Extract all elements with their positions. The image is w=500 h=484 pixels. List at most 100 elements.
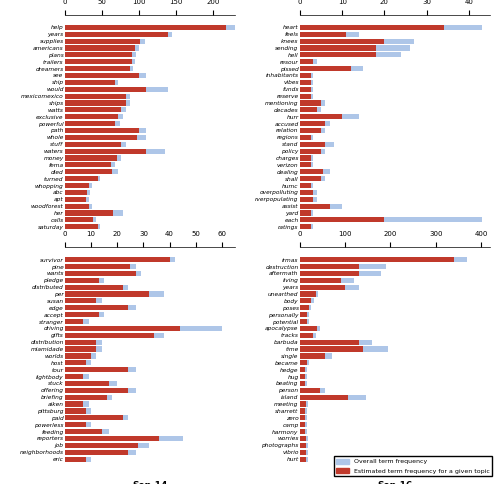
Bar bbox=[65, 183, 88, 188]
Bar bbox=[300, 176, 321, 181]
Bar bbox=[300, 100, 321, 106]
Bar bbox=[65, 176, 100, 181]
Bar bbox=[65, 128, 139, 133]
Bar bbox=[65, 436, 159, 441]
Bar bbox=[300, 135, 310, 140]
Bar bbox=[300, 217, 384, 223]
Bar bbox=[65, 285, 128, 290]
Bar bbox=[65, 291, 148, 297]
Bar bbox=[300, 257, 468, 262]
Bar bbox=[65, 190, 87, 195]
Bar bbox=[65, 93, 130, 99]
Bar bbox=[65, 374, 88, 379]
Bar bbox=[65, 217, 96, 223]
Bar bbox=[65, 87, 168, 92]
Bar bbox=[65, 183, 92, 188]
Bar bbox=[65, 93, 126, 99]
Bar bbox=[300, 298, 314, 303]
Bar bbox=[65, 59, 135, 64]
Bar bbox=[65, 162, 116, 167]
Bar bbox=[65, 347, 96, 352]
Bar bbox=[300, 52, 376, 58]
Bar bbox=[65, 80, 118, 85]
Bar bbox=[65, 340, 102, 345]
Bar bbox=[65, 278, 99, 283]
Bar bbox=[300, 59, 317, 64]
Text: Sep-14: Sep-14 bbox=[132, 481, 168, 484]
Bar bbox=[300, 176, 326, 181]
Bar bbox=[65, 197, 86, 202]
Bar bbox=[300, 394, 348, 400]
Bar bbox=[65, 73, 146, 78]
Bar bbox=[300, 374, 306, 379]
Bar bbox=[300, 93, 312, 99]
Bar bbox=[300, 149, 321, 154]
Bar bbox=[65, 443, 138, 448]
Bar bbox=[65, 197, 88, 202]
Bar bbox=[65, 142, 126, 147]
Bar bbox=[300, 402, 308, 407]
Bar bbox=[65, 394, 112, 400]
Bar bbox=[300, 388, 325, 393]
Bar bbox=[65, 360, 91, 365]
Bar bbox=[300, 333, 316, 338]
Bar bbox=[300, 271, 382, 276]
Bar bbox=[300, 87, 312, 92]
Bar bbox=[300, 211, 310, 215]
Bar bbox=[65, 305, 136, 310]
Bar bbox=[300, 264, 386, 269]
Bar bbox=[65, 100, 130, 106]
Bar bbox=[65, 340, 96, 345]
Bar bbox=[300, 224, 312, 229]
Bar bbox=[65, 121, 116, 126]
Bar bbox=[300, 394, 366, 400]
Bar bbox=[300, 59, 312, 64]
Bar bbox=[65, 312, 104, 317]
Bar bbox=[300, 408, 306, 413]
Bar bbox=[300, 100, 326, 106]
Bar bbox=[65, 142, 121, 147]
Bar bbox=[65, 114, 122, 120]
Text: Sep-16: Sep-16 bbox=[378, 481, 412, 484]
Bar bbox=[300, 278, 354, 283]
Bar bbox=[300, 374, 307, 379]
Bar bbox=[65, 271, 141, 276]
Bar bbox=[300, 340, 359, 345]
Bar bbox=[65, 155, 121, 161]
Bar bbox=[300, 128, 321, 133]
Bar bbox=[65, 319, 84, 324]
Bar bbox=[300, 305, 312, 310]
Bar bbox=[300, 45, 376, 50]
Bar bbox=[300, 204, 342, 209]
Bar bbox=[65, 291, 164, 297]
Bar bbox=[300, 388, 320, 393]
Bar bbox=[65, 326, 222, 331]
Bar bbox=[65, 52, 136, 58]
Bar bbox=[300, 155, 310, 161]
Bar bbox=[300, 443, 306, 448]
Bar bbox=[300, 285, 345, 290]
Bar bbox=[300, 450, 306, 455]
Bar bbox=[300, 291, 316, 297]
Bar bbox=[65, 107, 121, 112]
Bar bbox=[300, 347, 388, 352]
Bar bbox=[300, 155, 312, 161]
Bar bbox=[300, 408, 307, 413]
Bar bbox=[300, 436, 306, 441]
Bar bbox=[300, 360, 307, 365]
Bar bbox=[65, 204, 88, 209]
Bar bbox=[300, 190, 317, 195]
Bar bbox=[300, 25, 482, 30]
Bar bbox=[65, 31, 172, 37]
Bar bbox=[65, 211, 122, 215]
Bar bbox=[65, 415, 128, 421]
Bar bbox=[300, 190, 312, 195]
Bar bbox=[300, 326, 317, 331]
Bar bbox=[65, 388, 136, 393]
Bar bbox=[65, 66, 133, 71]
Bar bbox=[65, 381, 110, 386]
Bar bbox=[300, 450, 308, 455]
Bar bbox=[300, 456, 308, 462]
Bar bbox=[300, 107, 321, 112]
Text: Sep-08: Sep-08 bbox=[378, 249, 412, 257]
